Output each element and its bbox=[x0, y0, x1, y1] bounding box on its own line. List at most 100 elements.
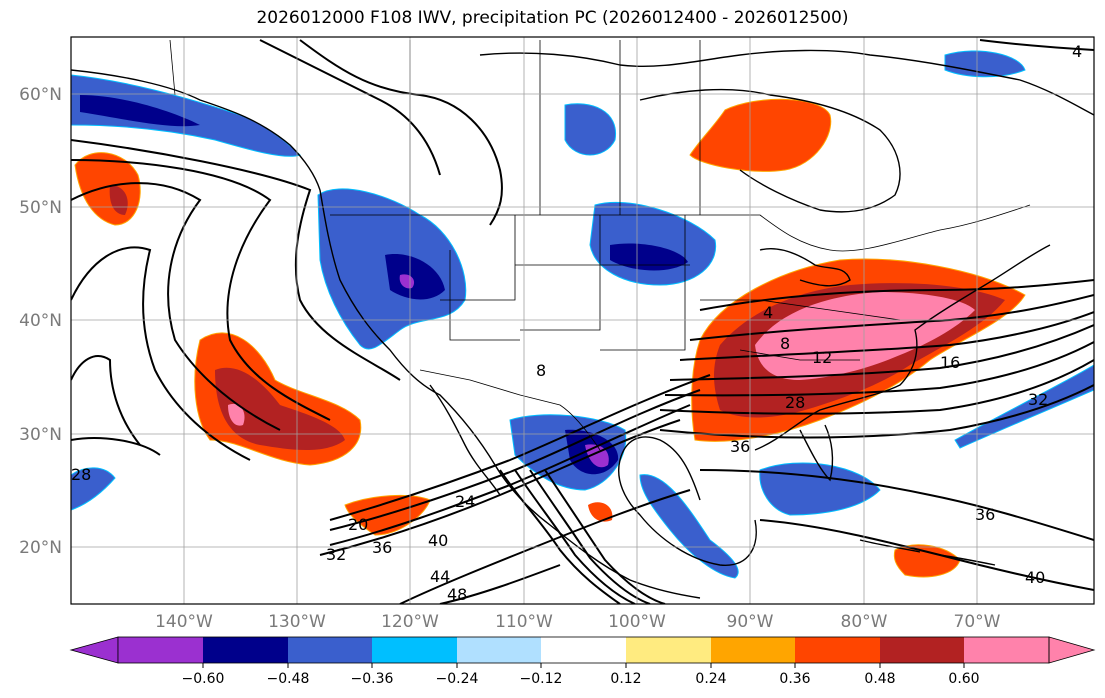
colorbar-swatch bbox=[541, 637, 626, 663]
iwv-contour-mexico-1 bbox=[499, 469, 621, 604]
contour-label: 32 bbox=[1028, 390, 1048, 409]
iwv-contour-eastus-16 bbox=[669, 324, 1094, 381]
contour-label: 16 bbox=[940, 353, 960, 372]
precip-blue-atlantic bbox=[954, 364, 1094, 449]
contour-label: 44 bbox=[430, 567, 450, 586]
colorbar-swatch bbox=[626, 637, 711, 663]
iwv-contour-48-jet bbox=[439, 564, 561, 604]
precip-pink-eastus bbox=[755, 292, 975, 380]
map-frame bbox=[70, 36, 1095, 605]
iwv-contour-mexico-4 bbox=[544, 469, 666, 604]
coastline-alaska bbox=[71, 69, 321, 191]
precip-darkred-pacific-north bbox=[109, 185, 128, 215]
border-state-5 bbox=[449, 250, 520, 341]
border-state-2 bbox=[520, 215, 601, 331]
iwv-contour-mexico-3 bbox=[529, 469, 651, 604]
border-state-east bbox=[700, 299, 901, 361]
precip-blue-centralam bbox=[639, 474, 739, 579]
precip-darkblue-pnw bbox=[385, 254, 445, 300]
colorbar-tick-label: 0.24 bbox=[695, 671, 726, 687]
iwv-contour-jet-3 bbox=[329, 389, 701, 531]
borders-layer bbox=[169, 39, 1031, 451]
colorbar-swatch bbox=[880, 637, 964, 663]
iwv-contour-canada-2 bbox=[259, 39, 441, 176]
colorbar-swatch bbox=[118, 637, 203, 663]
colorbar-tick-label: 0.36 bbox=[779, 671, 810, 687]
colorbar-tick-label: −0.36 bbox=[351, 671, 394, 687]
border-state-3 bbox=[600, 215, 686, 351]
contour-label: 24 bbox=[455, 492, 475, 511]
iwv-contour-pacific-2 bbox=[71, 182, 281, 431]
lat-label: 50°N bbox=[19, 198, 62, 218]
iwv-contour-canada-1 bbox=[299, 39, 503, 226]
precip-red-mexico bbox=[588, 502, 613, 522]
iwv-contour-eastus-20 bbox=[664, 341, 1094, 397]
colorbar-swatch bbox=[457, 637, 541, 663]
border-us-mexico bbox=[419, 369, 601, 451]
contour-label: 32 bbox=[326, 545, 346, 564]
iwv-contour-jet-1 bbox=[319, 419, 681, 556]
iwv-contour-pacific-outer bbox=[71, 139, 401, 381]
precip-darkred-pacific-sub bbox=[215, 367, 345, 450]
iwv-contour-mexico-2 bbox=[514, 469, 636, 604]
colorbar-outline bbox=[117, 636, 1050, 664]
contour-label: 8 bbox=[536, 361, 546, 380]
colorbar-swatch bbox=[711, 637, 795, 663]
iwv-contour-44-jet bbox=[399, 489, 691, 604]
longitude-labels: 140°W 130°W 120°W 110°W 100°W 90°W 80°W … bbox=[155, 612, 1001, 632]
lon-label: 90°W bbox=[727, 612, 774, 632]
contour-label: 4 bbox=[1072, 42, 1082, 61]
contour-label: 48 bbox=[447, 585, 467, 604]
iwv-contour-eastus-12 bbox=[679, 311, 1094, 361]
colorbar-swatch bbox=[795, 637, 880, 663]
iwv-contour-eastus-32 bbox=[659, 384, 1094, 439]
graticule-layer bbox=[71, 37, 1094, 604]
contour-label: 28 bbox=[71, 465, 91, 484]
map-title: 2026012000 F108 IWV, precipitation PC (2… bbox=[256, 8, 849, 28]
iwv-contour-eastus-8 bbox=[689, 294, 1094, 341]
colorbar-swatch bbox=[964, 637, 1049, 663]
colorbar: −0.60 −0.48 −0.36 −0.24 −0.12 0.12 0.24 … bbox=[69, 636, 1096, 687]
colorbar-tick-label: −0.12 bbox=[520, 671, 563, 687]
coastline-gulf bbox=[618, 436, 757, 566]
contour-label: 40 bbox=[1025, 568, 1045, 587]
precip-pink-pacific-sub bbox=[228, 403, 245, 426]
lon-label: 70°W bbox=[954, 612, 1001, 632]
colorbar-tick-label: 0.12 bbox=[610, 671, 641, 687]
precip-red-cuba bbox=[893, 544, 961, 578]
iwv-contour-eastus-4 bbox=[699, 279, 1094, 311]
lon-label: 140°W bbox=[155, 612, 213, 632]
contour-label: 28 bbox=[785, 393, 805, 412]
coastline-east bbox=[754, 244, 1051, 451]
lat-label: 60°N bbox=[19, 85, 62, 105]
iwv-contour-4-north bbox=[979, 39, 1094, 51]
colorbar-tick-label: −0.48 bbox=[267, 671, 310, 687]
lat-label: 30°N bbox=[19, 425, 62, 445]
colorbar-tick-label: −0.24 bbox=[436, 671, 479, 687]
coastline-greatlakes bbox=[759, 248, 851, 287]
precip-blue-farwest bbox=[71, 467, 116, 511]
colorbar-swatch bbox=[288, 637, 372, 663]
colorbar-tick-label: 0.60 bbox=[948, 671, 979, 687]
colorbar-tick-label: −0.60 bbox=[182, 671, 225, 687]
contour-label: 40 bbox=[428, 531, 448, 550]
border-alaska bbox=[169, 39, 176, 96]
contour-label: 20 bbox=[348, 515, 368, 534]
colorbar-swatch bbox=[203, 637, 288, 663]
iwv-contour-pacific-3 bbox=[71, 246, 251, 461]
coastline-florida bbox=[799, 424, 834, 482]
border-us-canada bbox=[330, 204, 1031, 252]
border-state-1 bbox=[440, 215, 516, 301]
contour-label: 36 bbox=[730, 437, 750, 456]
iwv-contour-pacific-1 bbox=[71, 159, 331, 421]
coastline-arctic bbox=[479, 49, 1094, 116]
contour-labels-layer: 4 4 8 12 16 28 32 36 40 44 48 24 20 32 3… bbox=[71, 42, 1082, 604]
lon-label: 80°W bbox=[841, 612, 888, 632]
iwv-contour-28-west bbox=[71, 437, 161, 456]
lat-label: 20°N bbox=[19, 538, 62, 558]
contour-label: 4 bbox=[763, 303, 773, 322]
contour-label: 36 bbox=[975, 505, 995, 524]
lat-label: 40°N bbox=[19, 311, 62, 331]
iwv-contour-jet-4 bbox=[329, 374, 711, 521]
precip-blue-canada bbox=[564, 103, 616, 156]
